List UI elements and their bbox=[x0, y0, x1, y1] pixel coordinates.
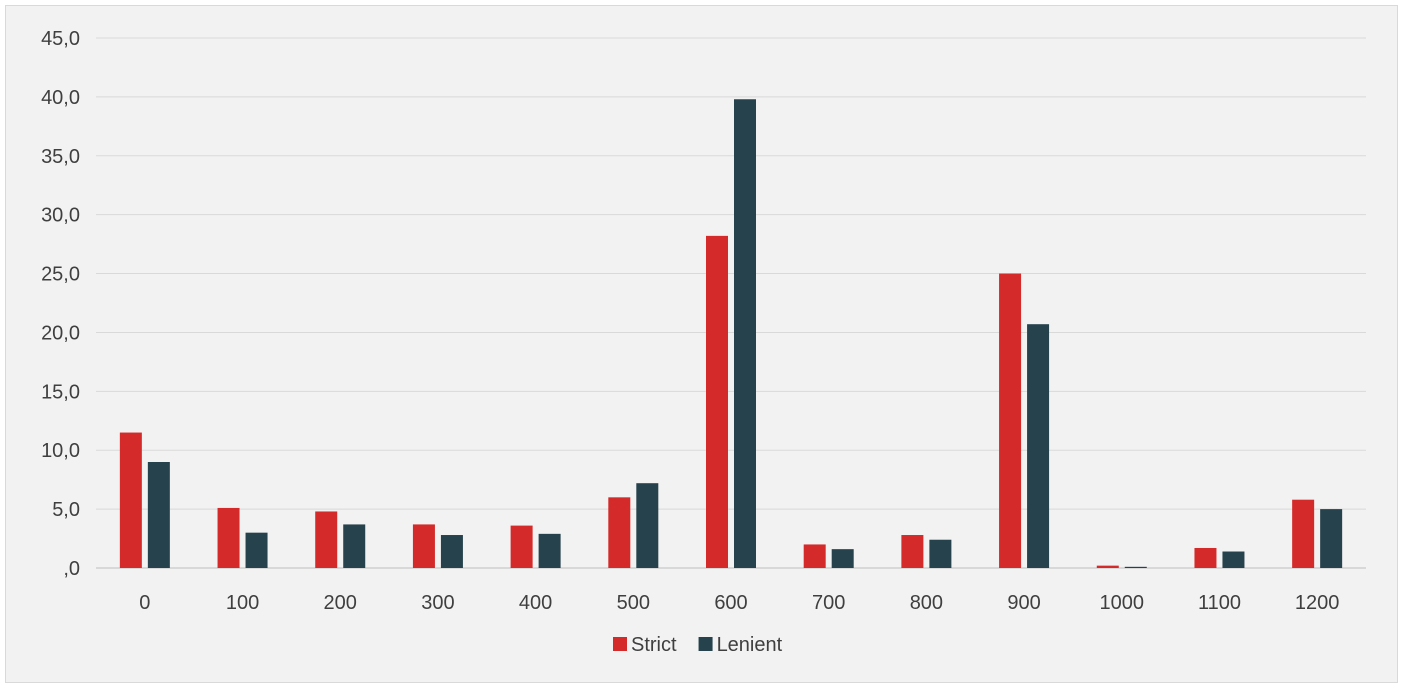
bar-strict-700 bbox=[803, 544, 826, 568]
bar-lenient-800 bbox=[929, 539, 952, 568]
y-tick-label: 15,0 bbox=[41, 381, 80, 403]
legend-label-lenient: Lenient bbox=[717, 634, 783, 656]
bar-strict-100 bbox=[217, 507, 240, 568]
bar-lenient-500 bbox=[636, 483, 659, 568]
x-tick-label: 200 bbox=[324, 592, 357, 614]
bar-lenient-0 bbox=[147, 462, 170, 568]
bar-lenient-1200 bbox=[1320, 509, 1343, 568]
x-tick-label: 0 bbox=[139, 592, 150, 614]
bar-strict-0 bbox=[119, 432, 142, 568]
bar-strict-900 bbox=[999, 273, 1022, 568]
x-tick-label: 500 bbox=[617, 592, 650, 614]
x-tick-label: 300 bbox=[421, 592, 454, 614]
x-tick-label: 100 bbox=[226, 592, 259, 614]
y-axis-tick-labels: ,0 5,0 10,0 15,0 20,0 25,0 30,0 35,0 40,0 45,0 bbox=[41, 28, 80, 580]
bar-strict-1000 bbox=[1096, 565, 1119, 568]
y-tick-label: 10,0 bbox=[41, 440, 80, 462]
bar-strict-1200 bbox=[1292, 499, 1315, 568]
y-tick-label: 40,0 bbox=[41, 87, 80, 109]
y-tick-label: 25,0 bbox=[41, 264, 80, 286]
legend-label-strict: Strict bbox=[631, 634, 677, 656]
bar-strict-200 bbox=[315, 511, 338, 568]
bar-strict-1100 bbox=[1194, 547, 1217, 568]
y-tick-label: 35,0 bbox=[41, 146, 80, 168]
y-tick-label: 30,0 bbox=[41, 205, 80, 227]
x-tick-label: 600 bbox=[714, 592, 747, 614]
legend-swatch-strict bbox=[613, 637, 627, 651]
bar-lenient-600 bbox=[734, 99, 756, 568]
bar-lenient-900 bbox=[1027, 324, 1050, 568]
x-tick-label: 1100 bbox=[1198, 592, 1241, 614]
bar-lenient-1100 bbox=[1222, 551, 1245, 568]
x-tick-label: 800 bbox=[910, 592, 943, 614]
y-tick-label: ,0 bbox=[63, 558, 80, 580]
bar-chart: ,0 5,0 10,0 15,0 20,0 25,0 30,0 35,0 40,0 45,0 0 1… bbox=[41, 28, 1366, 656]
x-tick-label: 700 bbox=[812, 592, 845, 614]
gridlines bbox=[96, 37, 1366, 510]
legend-swatch-lenient bbox=[698, 637, 713, 651]
bar-lenient-700 bbox=[831, 549, 854, 568]
bar-lenient-200 bbox=[343, 524, 366, 568]
bar-strict-300 bbox=[412, 524, 435, 568]
bar-lenient-400 bbox=[538, 533, 561, 568]
y-tick-label: 45,0 bbox=[41, 28, 80, 50]
y-tick-label: 20,0 bbox=[41, 322, 80, 344]
bars bbox=[119, 99, 1343, 568]
x-tick-label: 1200 bbox=[1295, 592, 1340, 614]
bar-strict-500 bbox=[608, 497, 631, 568]
bar-lenient-100 bbox=[245, 532, 268, 568]
x-axis-tick-labels: 0 100 200 300 400 500 600 700 800 900 1000 1100 1200 bbox=[139, 592, 1339, 614]
legend: Strict Lenient bbox=[613, 634, 783, 656]
bar-strict-400 bbox=[510, 525, 533, 568]
bar-strict-800 bbox=[901, 535, 924, 568]
bar-lenient-1000 bbox=[1124, 566, 1147, 568]
y-tick-label: 5,0 bbox=[52, 499, 80, 521]
x-tick-label: 400 bbox=[519, 592, 552, 614]
x-tick-label: 900 bbox=[1007, 592, 1040, 614]
bar-lenient-300 bbox=[440, 535, 463, 568]
bar-strict-600 bbox=[706, 235, 728, 568]
x-tick-label: 1000 bbox=[1100, 592, 1145, 614]
chart-area: ,0 5,0 10,0 15,0 20,0 25,0 30,0 35,0 40,0 45,0 0 1… bbox=[5, 5, 1398, 683]
